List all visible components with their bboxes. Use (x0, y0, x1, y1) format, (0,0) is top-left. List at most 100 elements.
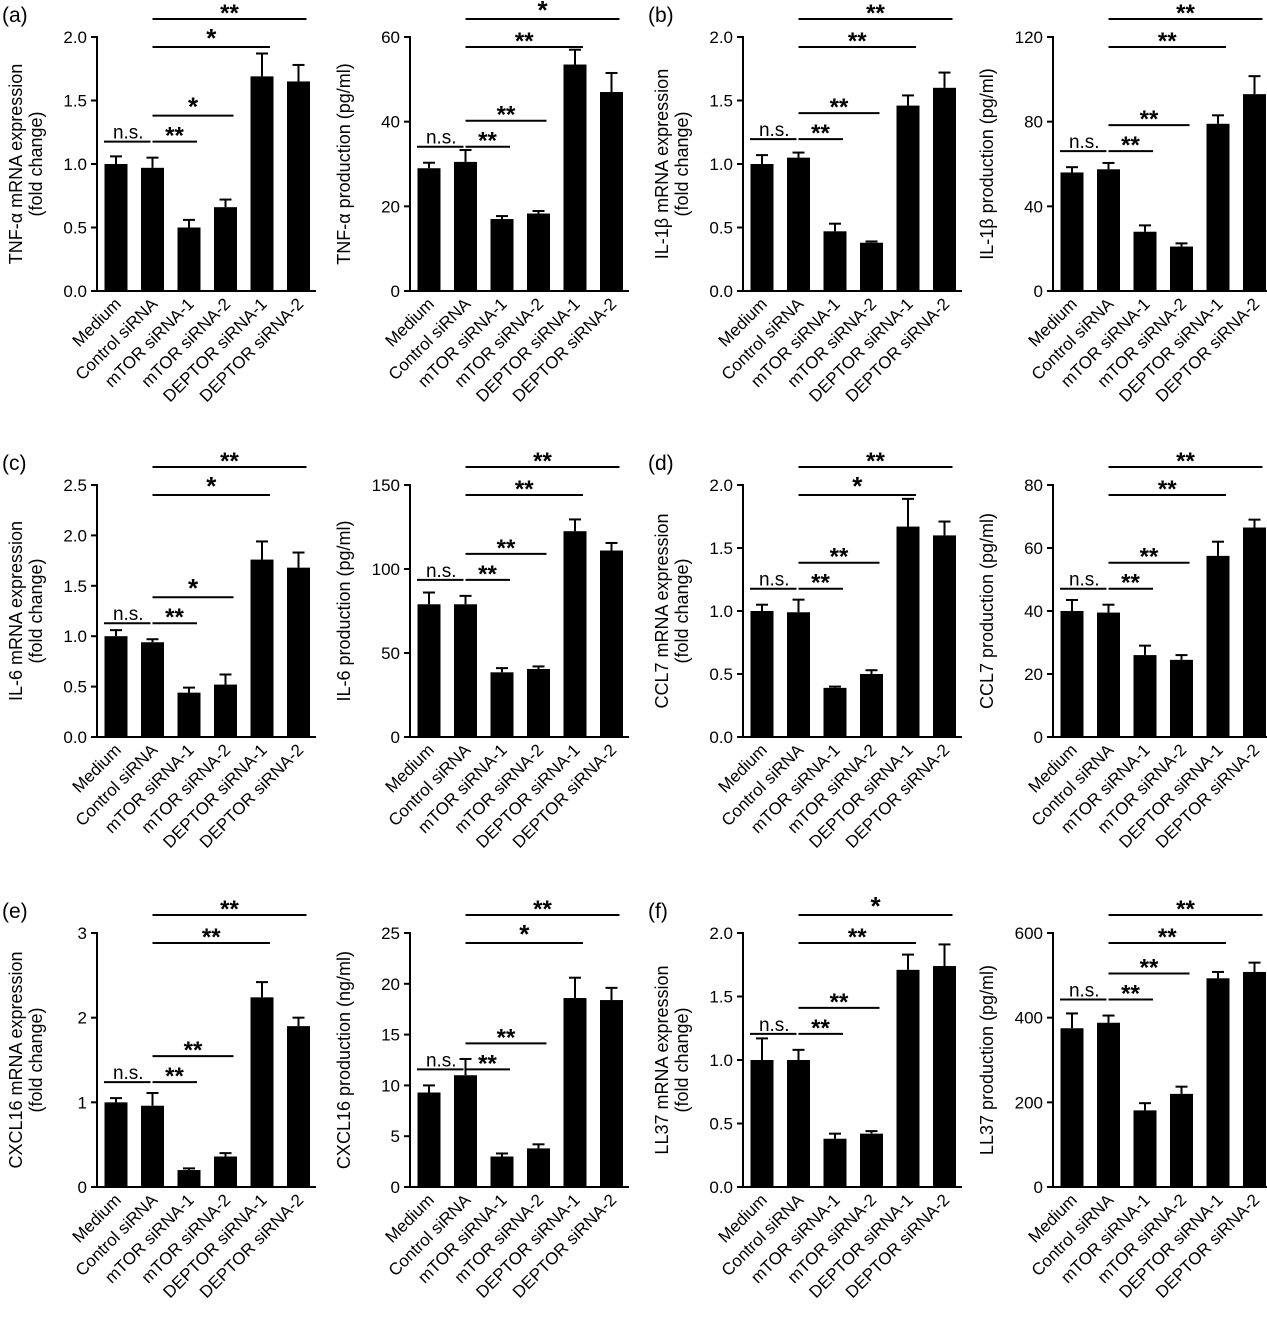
panel-label-d: (d) (648, 452, 674, 475)
y-axis-label: TNF-α mRNA expression (6, 64, 26, 264)
significance-label: n.s. (426, 1050, 457, 1071)
bar (823, 231, 847, 291)
significance-label: n.s. (113, 123, 144, 144)
y-tick-label: 1.5 (709, 92, 733, 111)
y-tick-label: 0 (1034, 1178, 1043, 1197)
bar (787, 1060, 810, 1187)
bar (287, 1026, 310, 1187)
y-axis-label: (fold change) (26, 558, 46, 663)
bar (563, 531, 587, 737)
significance-label: ** (478, 128, 497, 155)
y-axis-label: CXCL16 mRNA expression (6, 951, 26, 1168)
bar (250, 559, 274, 737)
bar (454, 1075, 477, 1187)
y-axis-label: (fold change) (672, 558, 692, 663)
y-tick-label: 80 (1024, 113, 1043, 132)
bar (750, 164, 774, 291)
y-tick-label: 0 (1034, 282, 1043, 301)
y-tick-label: 0.0 (63, 728, 87, 747)
y-tick-label: 0 (78, 1178, 87, 1197)
significance-label: ** (848, 924, 867, 951)
bar (417, 1092, 441, 1187)
bar (933, 966, 956, 1187)
y-tick-label: 20 (381, 975, 400, 994)
bar (1133, 231, 1157, 291)
bar (933, 535, 956, 737)
significance-label: ** (1158, 924, 1177, 951)
y-tick-label: 0.5 (709, 665, 733, 684)
significance-label: ** (1176, 0, 1195, 27)
bar (823, 1138, 847, 1187)
y-tick-label: 40 (1024, 602, 1043, 621)
y-tick-label: 0.5 (63, 219, 87, 238)
y-axis-label: (fold change) (672, 1007, 692, 1112)
chart-1: 0.0 0.5 1.0 1.5 2.0 TNF-α mRNA expression (fol… (6, 0, 316, 406)
y-tick-label: 1.5 (63, 92, 87, 111)
y-axis-label: LL37 mRNA expression (652, 965, 672, 1154)
significance-label: ** (1140, 955, 1159, 982)
bar (177, 227, 201, 291)
y-tick-label: 0 (391, 1178, 400, 1197)
y-axis-label: IL-6 production (pg/ml) (334, 520, 354, 701)
significance-label: ** (830, 989, 849, 1016)
y-tick-label: 0.0 (709, 282, 733, 301)
bar (1097, 169, 1120, 291)
bar (600, 550, 623, 737)
y-axis-label: IL-1β mRNA expression (652, 69, 672, 259)
y-tick-label: 15 (381, 1026, 400, 1045)
bar (527, 213, 550, 291)
bar (104, 164, 128, 291)
y-tick-label: 0 (391, 728, 400, 747)
y-tick-label: 100 (372, 560, 400, 579)
y-tick-label: 5 (391, 1127, 400, 1146)
panel-label-f: (f) (648, 900, 668, 923)
y-tick-label: 0.5 (709, 1115, 733, 1134)
bar (490, 1156, 514, 1187)
y-tick-label: 0.5 (63, 678, 87, 697)
panel-label-c: (c) (2, 452, 27, 475)
significance-label: * (870, 891, 881, 921)
panel-label-a: (a) (2, 4, 28, 27)
y-tick-label: 1.5 (709, 988, 733, 1007)
significance-label: n.s. (1069, 981, 1100, 1002)
significance-label: n.s. (1069, 570, 1100, 591)
bar (1206, 123, 1230, 292)
significance-label: ** (811, 120, 830, 147)
bar (896, 526, 920, 737)
bar (1206, 978, 1230, 1187)
significance-label: ** (220, 448, 239, 475)
significance-label: n.s. (759, 1015, 790, 1036)
bar (214, 207, 237, 291)
significance-label: ** (866, 448, 885, 475)
y-tick-label: 1.0 (709, 155, 733, 174)
y-tick-label: 2.0 (709, 28, 733, 47)
bar (823, 687, 847, 737)
bar (287, 567, 310, 737)
bar (1206, 555, 1230, 737)
bar (787, 157, 810, 291)
y-tick-label: 50 (381, 644, 400, 663)
bar (896, 105, 920, 291)
chart-11: 0.0 0.5 1.0 1.5 2.0 LL37 mRNA expression (fold… (652, 891, 962, 1302)
bar (750, 1060, 774, 1187)
significance-label: n.s. (426, 561, 457, 582)
y-tick-label: 1.5 (709, 539, 733, 558)
bar (1097, 612, 1120, 737)
bar (563, 64, 587, 292)
bar (1060, 172, 1084, 291)
y-axis-label: CCL7 mRNA expression (652, 513, 672, 708)
bar (454, 604, 477, 737)
significance-label: ** (497, 102, 516, 129)
y-tick-label: 25 (381, 924, 400, 943)
panel-labels: (a) (b) (c) (d) (e) (f) (2, 4, 674, 923)
significance-label: * (206, 23, 217, 53)
significance-label: n.s. (113, 1063, 144, 1084)
significance-label: ** (165, 123, 184, 150)
bar (600, 1000, 623, 1187)
significance-label: ** (1121, 132, 1140, 159)
chart-7: 0.0 0.5 1.0 1.5 2.0 CCL7 mRNA expression (fold… (652, 448, 962, 852)
bar (141, 642, 164, 737)
